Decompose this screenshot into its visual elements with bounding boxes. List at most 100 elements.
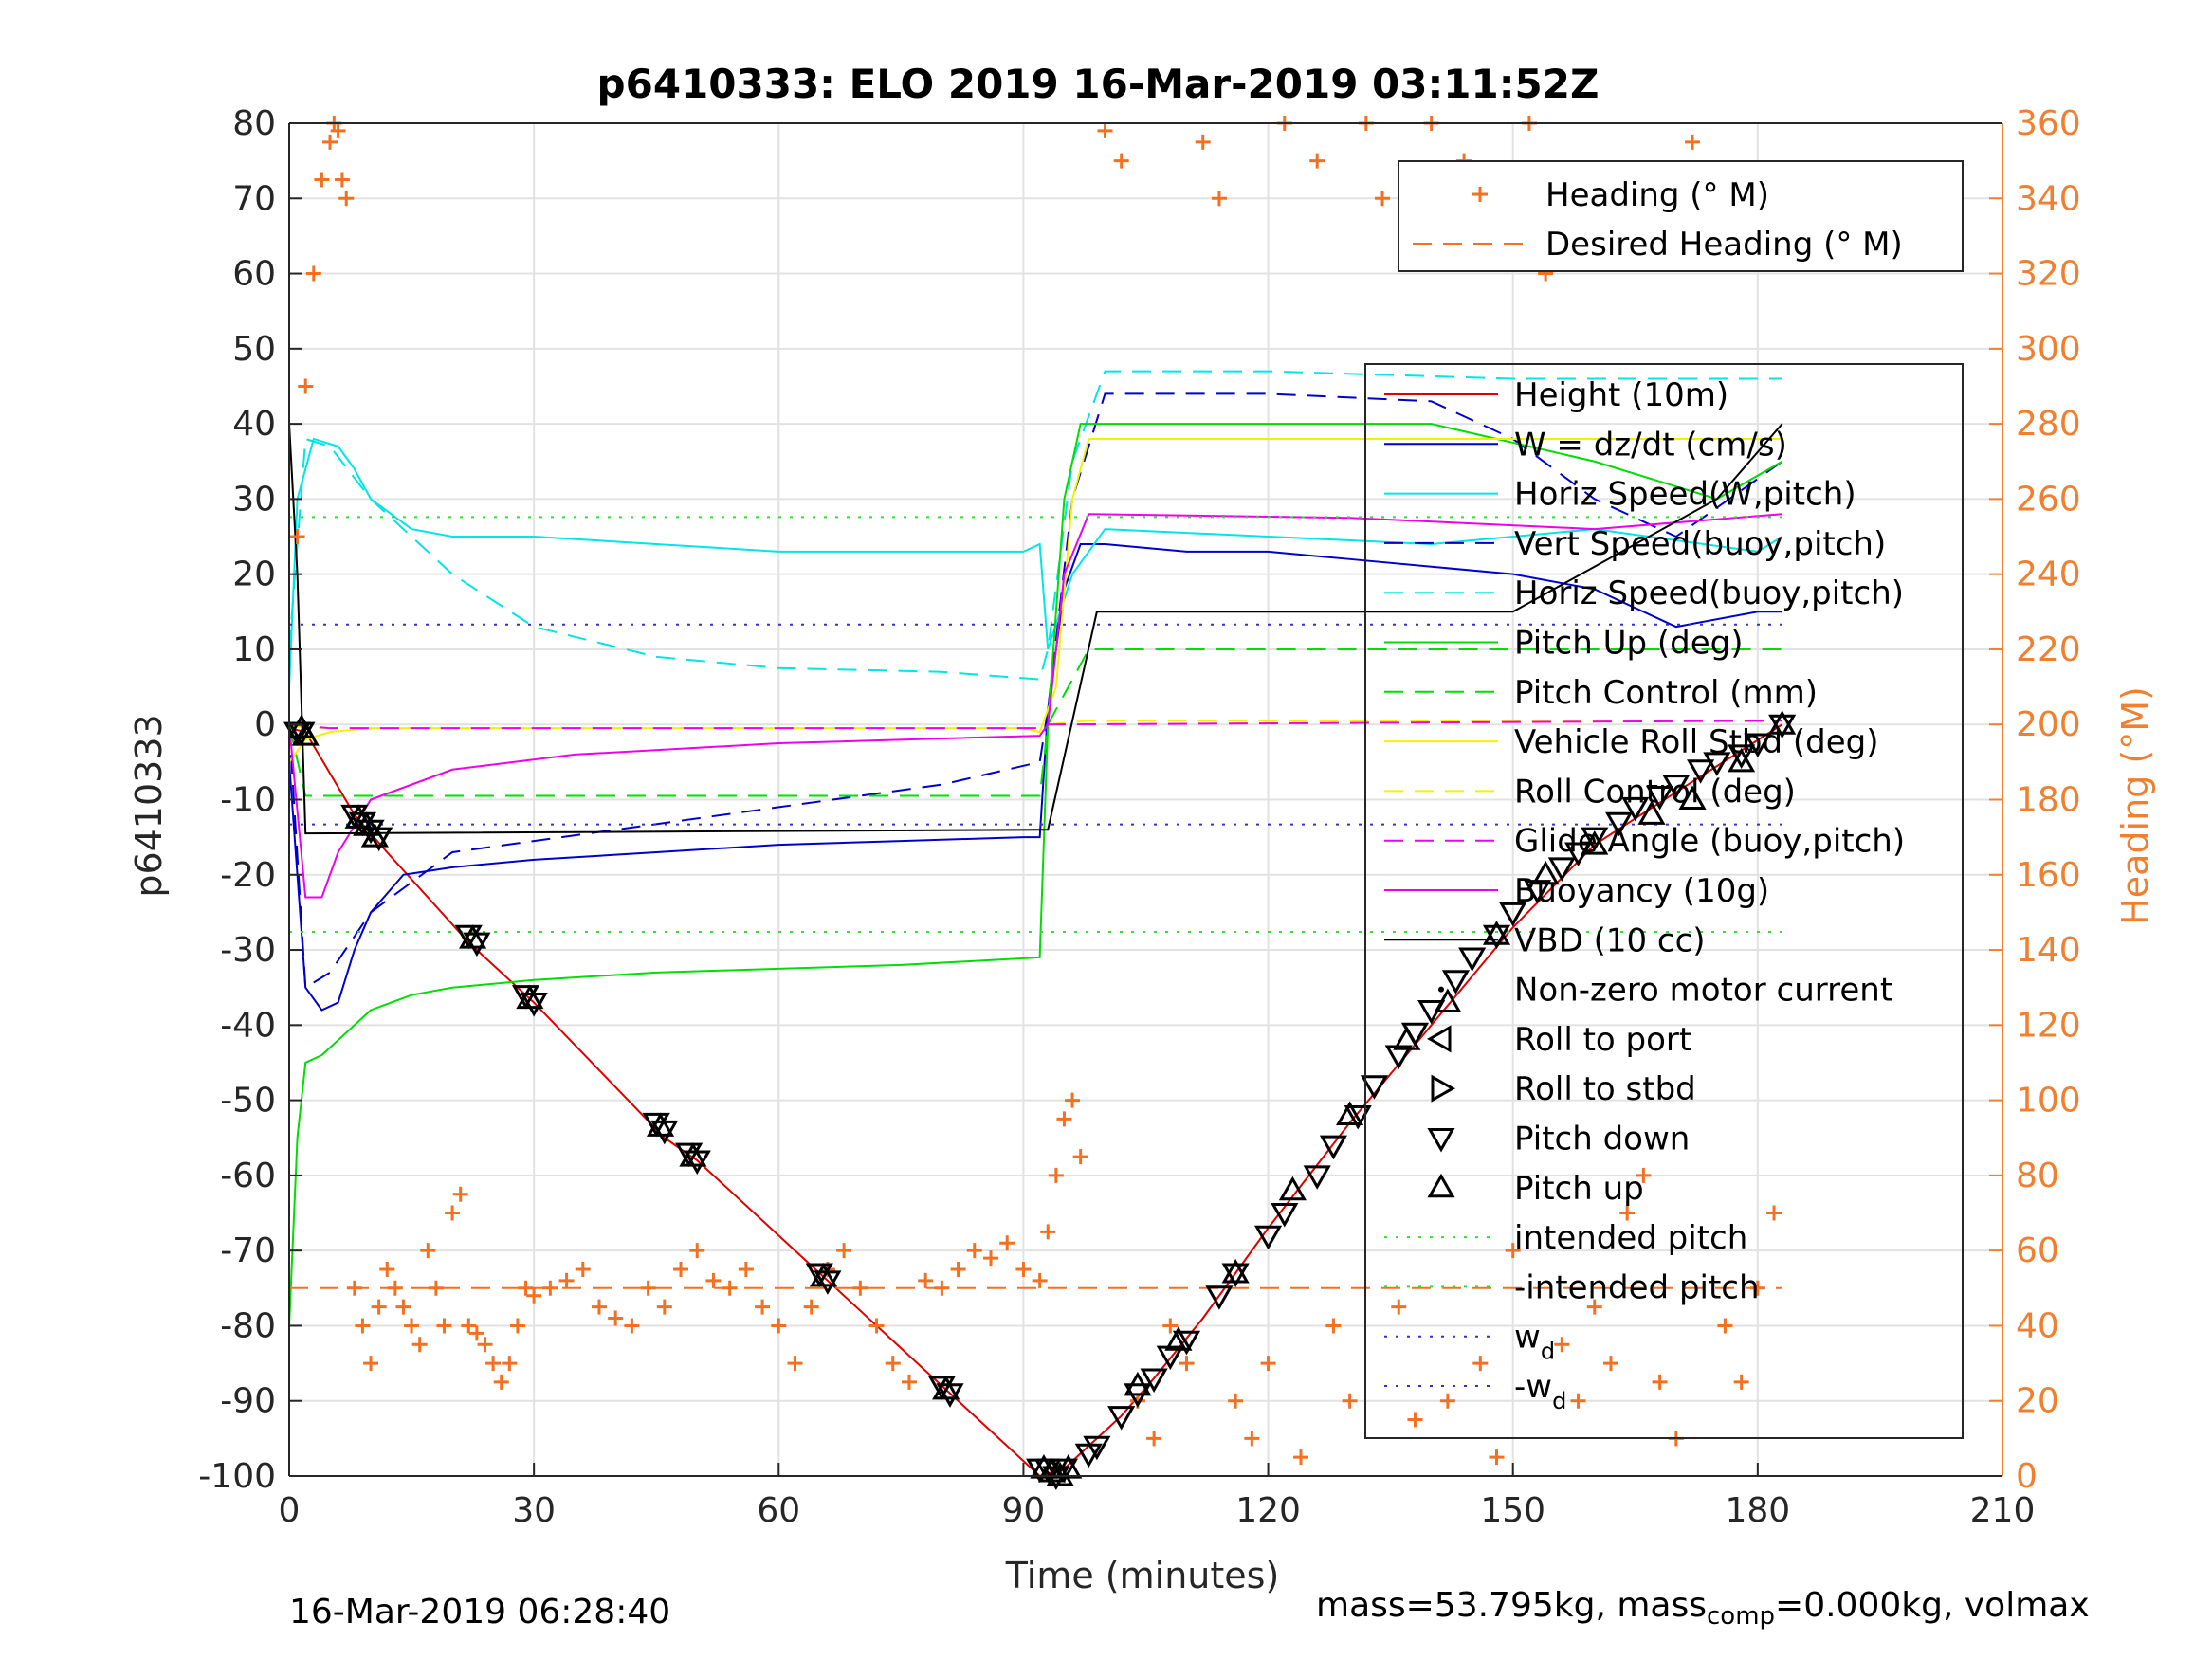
y-tick-label: -60: [220, 1157, 276, 1195]
y-tick-label: 80: [232, 104, 276, 143]
y-tick-label: -10: [220, 781, 276, 820]
series-heading-m-point: [404, 1318, 420, 1334]
series-heading-m-point: [673, 1261, 689, 1277]
legend-label: Roll Control (deg): [1514, 773, 1796, 811]
legend-main: Height (10m) W = dz/dt (cm/s) Horiz Speed(…: [1364, 363, 1964, 1439]
legend-symbol-pitch-up: [1427, 1173, 1455, 1198]
legend-label: intended pitch: [1514, 1219, 1747, 1257]
series-vbd-10-cc-line: [288, 423, 1783, 835]
footer-mass: mass=53.795kg, masscomp=0.000kg, volmax: [1316, 1586, 2090, 1631]
legend-label: Horiz Speed(buoy,pitch): [1514, 574, 1904, 612]
series-pitch-up-marker: [1728, 747, 1756, 773]
series-heading-m-point: [1505, 1243, 1521, 1259]
legend-label: W = dz/dt (cm/s): [1514, 426, 1787, 464]
series-pitch-down-marker: [454, 924, 483, 950]
series-pitch-up-marker: [1531, 860, 1560, 885]
series-heading-m-point: [493, 1374, 509, 1390]
series-pitch-control-mm-line: [288, 647, 1782, 797]
series-pitch-down-marker: [1744, 733, 1772, 758]
series-pitch-down-marker: [1319, 1135, 1347, 1160]
series-heading-m-point: [1113, 153, 1129, 169]
legend-label: VBD (10 cc): [1514, 921, 1706, 959]
series-pitch-down-marker: [805, 1263, 833, 1287]
series-heading-m-point: [738, 1261, 754, 1277]
series-pitch-up-marker: [1336, 1101, 1364, 1125]
y-tick-label: 60: [232, 255, 276, 294]
legend-label: Roll to stbd: [1514, 1070, 1696, 1108]
series-heading-m-point: [591, 1299, 607, 1315]
series-glide-angle-buoy-pitch-line: [288, 720, 1782, 730]
y2-tick-label: 200: [2016, 705, 2081, 744]
series-heading-m-point: [1570, 1393, 1586, 1409]
series-pitch-up-marker: [1581, 830, 1609, 855]
series-heading-m-point: [445, 1205, 461, 1221]
footer-mass-rest: =0.000kg, volmax: [1775, 1586, 2090, 1625]
series-heading-m-point: [771, 1318, 787, 1334]
series-pitch-down-marker: [1156, 1345, 1184, 1371]
series-pitch-up-marker: [1278, 1176, 1307, 1201]
series-heading-m-point: [868, 1318, 885, 1334]
series-heading-m-point: [428, 1280, 444, 1296]
y-tick-label: 50: [232, 330, 276, 369]
y-tick-label: 70: [232, 179, 276, 218]
series-pitch-down-marker: [1523, 880, 1552, 904]
series-heading-m-point: [1766, 1205, 1782, 1221]
y2-tick-label: 0: [2016, 1457, 2038, 1496]
series-heading-m-point: [558, 1272, 575, 1288]
footer-timestamp: 16-Mar-2019 06:28:40: [289, 1593, 671, 1632]
series-heading-m-point: [1056, 1111, 1072, 1127]
series-pitch-up-marker: [646, 1112, 675, 1137]
y-tick-label: -20: [220, 856, 276, 895]
x-tick-label: 90: [1002, 1491, 1046, 1530]
series-heading-m-point: [1244, 1431, 1260, 1447]
series-pitch-up-deg-line: [288, 423, 1783, 1326]
legend-label: Glide Angle (buoy,pitch): [1514, 823, 1905, 861]
series-pitch-down-marker: [1458, 947, 1487, 973]
y-tick-label: -50: [220, 1082, 276, 1121]
y-tick-label: -30: [220, 931, 276, 970]
series-heading-m-point: [1472, 1356, 1489, 1372]
series-heading-m-point: [1097, 122, 1113, 138]
series-heading-m-point: [1375, 191, 1391, 207]
y2-tick-label: 140: [2016, 931, 2081, 970]
y2-tick-label: 360: [2016, 104, 2081, 143]
legend-label: -wd: [1514, 1368, 1566, 1414]
series-heading-m-point: [468, 1325, 484, 1341]
series-heading-m-point: [640, 1280, 656, 1296]
legend-heading-label: Heading (° M): [1545, 176, 1769, 214]
series-pitch-up-marker: [360, 823, 389, 848]
series-pitch-up-marker: [679, 1142, 707, 1167]
series-pitch-down-marker: [1581, 827, 1609, 852]
series-heading-m-point: [322, 134, 338, 150]
legend-symbol-roll-to-stbd: [1431, 1074, 1456, 1103]
x-tick-label: 30: [512, 1491, 556, 1530]
y2-tick-label: 40: [2016, 1306, 2059, 1345]
y2-tick-label: 180: [2016, 781, 2081, 820]
y-tick-label: -40: [220, 1006, 276, 1045]
series-heading-m-point: [689, 1243, 705, 1259]
series-pitch-down-marker: [365, 827, 393, 852]
series-pitch-down-marker: [1083, 1435, 1111, 1461]
series-w-dz-dt-cm-s-line: [288, 542, 1782, 1012]
y2-tick-label: 80: [2016, 1157, 2059, 1195]
series-pitch-up-marker: [1637, 800, 1666, 825]
series-pitch-down-marker: [1303, 1165, 1331, 1190]
series-pitch-down-marker: [1728, 744, 1756, 769]
series-pitch-down-marker: [1621, 796, 1650, 822]
series-heading-m-point: [1015, 1261, 1032, 1277]
y2-tick-label: 60: [2016, 1231, 2059, 1270]
series-heading-m-point: [305, 265, 321, 282]
legend-heading: Heading (° M) Desired Heading (° M): [1398, 160, 1964, 272]
y-tick-label: -70: [220, 1231, 276, 1270]
legend-label: Pitch up: [1514, 1170, 1644, 1208]
series-pitch-down-marker: [1172, 1330, 1201, 1356]
footer-mass-label: mass=53.795kg, mass: [1316, 1586, 1707, 1625]
legend-label: Non-zero motor current: [1514, 972, 1892, 1010]
series-pitch-up-marker: [1054, 1454, 1083, 1479]
legend-label: Pitch Up (deg): [1514, 625, 1743, 663]
series-heading-m-point: [1032, 1272, 1048, 1288]
series-heading-m-point: [1309, 153, 1325, 169]
y-axis-label: p6410333: [128, 714, 170, 897]
x-tick-label: 60: [757, 1491, 800, 1530]
series-heading-m-point: [755, 1299, 771, 1315]
